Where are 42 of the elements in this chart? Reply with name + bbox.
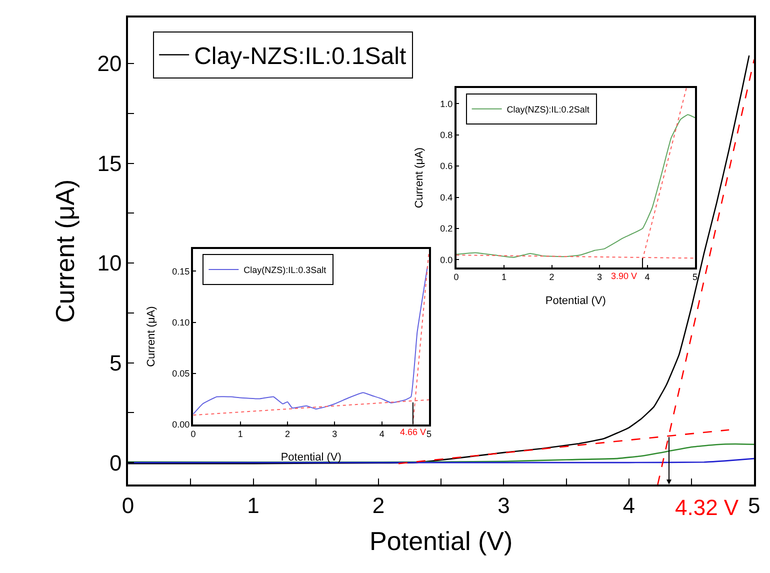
x-tick-label: 2 — [549, 272, 554, 282]
legend-label: Clay(NZS):IL:0.3Salt — [244, 265, 327, 276]
annotation: 4.66 V — [400, 427, 426, 437]
x-tick-label: 1 — [501, 272, 507, 282]
legend-label: Clay-NZS:IL:0.1Salt — [194, 43, 406, 70]
y-tick-label: 0.10 — [172, 317, 190, 328]
x-tick-label: 1 — [238, 428, 243, 439]
y-tick-label: 0.05 — [172, 368, 190, 378]
x-tick-label: 4 — [622, 492, 636, 518]
x-tick-label: 3 — [597, 272, 602, 282]
y-tick-label: 0.15 — [172, 266, 190, 276]
y-axis-title: Current (μA) — [145, 306, 158, 367]
y-tick-label: 0 — [109, 450, 122, 476]
x-tick-label: 5 — [692, 272, 698, 282]
x-tick-label: 3 — [498, 492, 510, 518]
y-tick-label: 20 — [97, 51, 122, 76]
x-tick-label: 1 — [247, 492, 260, 518]
x-tick-label: 3 — [332, 428, 338, 439]
y-tick-label: 0.00 — [172, 419, 190, 430]
legend-label: Clay(NZS):IL:0.2Salt — [506, 104, 590, 114]
y-tick-label: 0.8 — [440, 130, 453, 140]
y-tick-label: 1.0 — [440, 98, 453, 109]
y-tick-label: 0.2 — [440, 224, 453, 234]
y-tick-label: 0.6 — [440, 161, 453, 172]
y-tick-label: 10 — [97, 250, 122, 276]
y-tick-label: 15 — [97, 150, 122, 176]
annotation: 3.90 V — [611, 271, 638, 281]
x-axis-title: Potential (V) — [280, 452, 342, 464]
y-axis-title: Current (μA) — [413, 147, 426, 208]
x-tick-label: 2 — [372, 492, 385, 518]
annotation: 4.32 V — [675, 495, 739, 520]
y-tick-label: 0.4 — [440, 192, 453, 202]
y-axis-title: Current (μA) — [50, 179, 80, 323]
x-axis-title: Potential (V) — [370, 526, 513, 556]
x-tick-label: 4 — [644, 272, 650, 282]
x-tick-label: 5 — [426, 428, 432, 439]
x-axis-title: Potential (V) — [545, 294, 606, 307]
x-tick-label: 2 — [285, 428, 290, 439]
y-tick-label: 5 — [109, 350, 122, 376]
y-tick-label: 0.0 — [440, 254, 453, 265]
x-tick-label: 5 — [748, 492, 760, 518]
x-tick-label: 4 — [379, 428, 384, 439]
